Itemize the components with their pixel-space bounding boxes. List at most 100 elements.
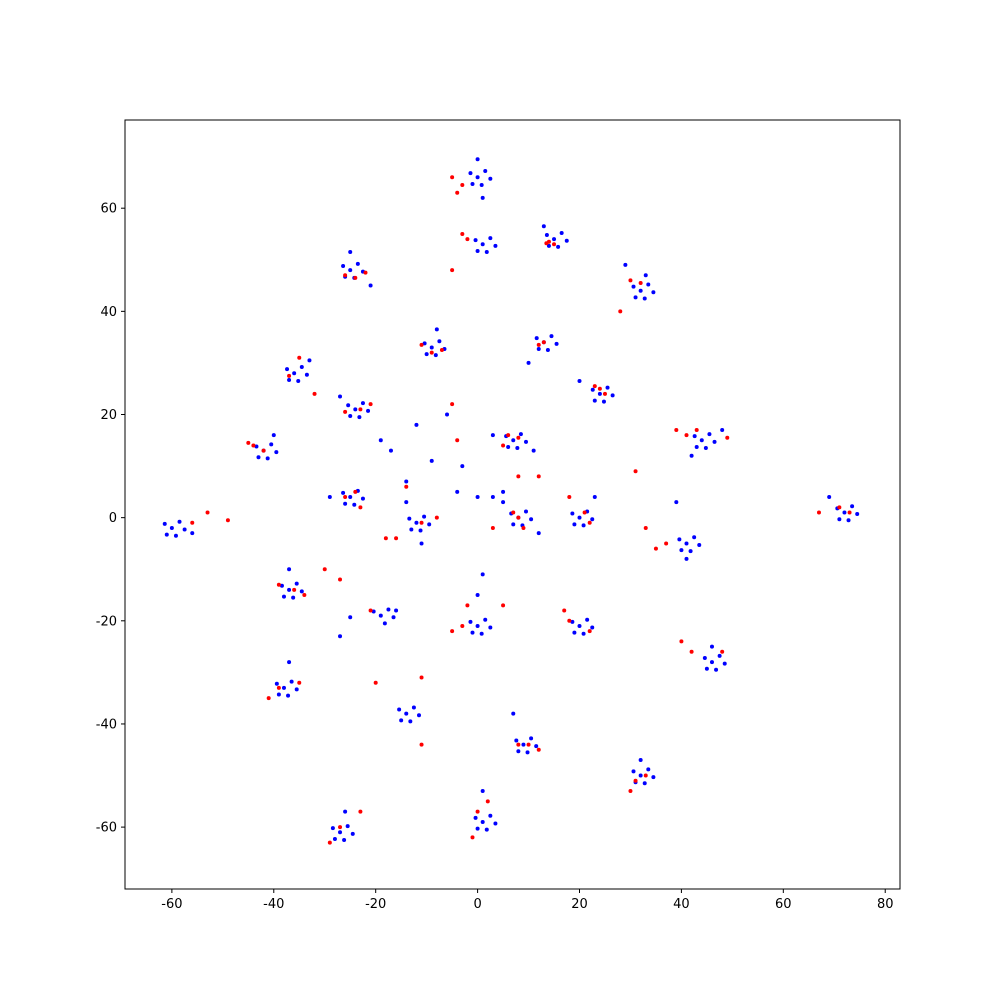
point bbox=[570, 619, 575, 624]
point bbox=[562, 608, 567, 613]
x-tick-label: -20 bbox=[365, 897, 386, 912]
point bbox=[684, 541, 689, 546]
point bbox=[348, 615, 353, 620]
point bbox=[297, 680, 302, 685]
point bbox=[287, 567, 292, 572]
point bbox=[378, 613, 383, 618]
point bbox=[394, 608, 399, 613]
point bbox=[205, 510, 210, 515]
point bbox=[373, 680, 378, 685]
point bbox=[518, 432, 523, 437]
point bbox=[536, 474, 541, 479]
point bbox=[360, 401, 365, 406]
point bbox=[450, 629, 455, 634]
point bbox=[460, 231, 465, 236]
point bbox=[338, 577, 343, 582]
y-tick-label: -20 bbox=[96, 614, 117, 629]
point bbox=[327, 495, 332, 500]
point bbox=[348, 414, 353, 419]
point bbox=[475, 175, 480, 180]
point bbox=[254, 444, 259, 449]
y-tick-label: 20 bbox=[100, 408, 117, 423]
point bbox=[534, 336, 539, 341]
point bbox=[549, 334, 554, 339]
x-tick-label: 0 bbox=[473, 897, 481, 912]
point bbox=[419, 541, 424, 546]
point bbox=[164, 532, 169, 537]
point bbox=[291, 595, 296, 600]
point bbox=[541, 224, 546, 229]
point bbox=[383, 536, 388, 541]
point bbox=[577, 515, 582, 520]
point bbox=[707, 432, 712, 437]
point bbox=[345, 824, 350, 829]
point bbox=[473, 815, 478, 820]
point bbox=[484, 827, 489, 832]
point bbox=[294, 581, 299, 586]
point bbox=[274, 450, 279, 455]
point bbox=[338, 830, 343, 835]
point bbox=[488, 236, 493, 241]
point bbox=[524, 509, 529, 514]
point bbox=[190, 520, 195, 525]
point bbox=[521, 742, 526, 747]
point bbox=[465, 603, 470, 608]
point bbox=[516, 742, 521, 747]
point bbox=[414, 520, 419, 525]
point bbox=[545, 348, 550, 353]
point bbox=[646, 282, 651, 287]
point bbox=[483, 169, 488, 174]
point bbox=[725, 435, 730, 440]
point bbox=[694, 444, 699, 449]
point bbox=[455, 190, 460, 195]
point bbox=[475, 593, 480, 598]
point bbox=[837, 505, 842, 510]
point bbox=[419, 742, 424, 747]
point bbox=[450, 402, 455, 407]
point bbox=[631, 284, 636, 289]
point bbox=[602, 391, 607, 396]
point bbox=[434, 515, 439, 520]
point bbox=[633, 295, 638, 300]
point bbox=[366, 408, 371, 413]
point bbox=[511, 510, 516, 515]
point bbox=[590, 517, 595, 522]
point bbox=[287, 587, 292, 592]
point bbox=[536, 747, 541, 752]
point bbox=[514, 738, 519, 743]
point bbox=[485, 799, 490, 804]
point bbox=[516, 435, 521, 440]
point bbox=[388, 448, 393, 453]
point bbox=[846, 518, 851, 523]
y-tick-label: 40 bbox=[100, 305, 117, 320]
point bbox=[409, 527, 414, 532]
point bbox=[297, 355, 302, 360]
point bbox=[338, 394, 343, 399]
point bbox=[342, 838, 347, 843]
point bbox=[422, 341, 427, 346]
point bbox=[536, 531, 541, 536]
point bbox=[363, 270, 368, 275]
point bbox=[265, 456, 270, 461]
point bbox=[470, 835, 475, 840]
point bbox=[534, 744, 539, 749]
point bbox=[684, 556, 689, 561]
point bbox=[483, 617, 488, 622]
point bbox=[475, 157, 480, 162]
point bbox=[633, 778, 638, 783]
point bbox=[688, 549, 693, 554]
point bbox=[516, 749, 521, 754]
point bbox=[407, 516, 412, 521]
point bbox=[246, 440, 251, 445]
point bbox=[623, 262, 628, 267]
point bbox=[429, 345, 434, 350]
point bbox=[643, 273, 648, 278]
point bbox=[341, 490, 346, 495]
point bbox=[552, 242, 557, 247]
point bbox=[371, 609, 376, 614]
point bbox=[419, 520, 424, 525]
point bbox=[722, 661, 727, 666]
point bbox=[450, 175, 455, 180]
point bbox=[699, 438, 704, 443]
